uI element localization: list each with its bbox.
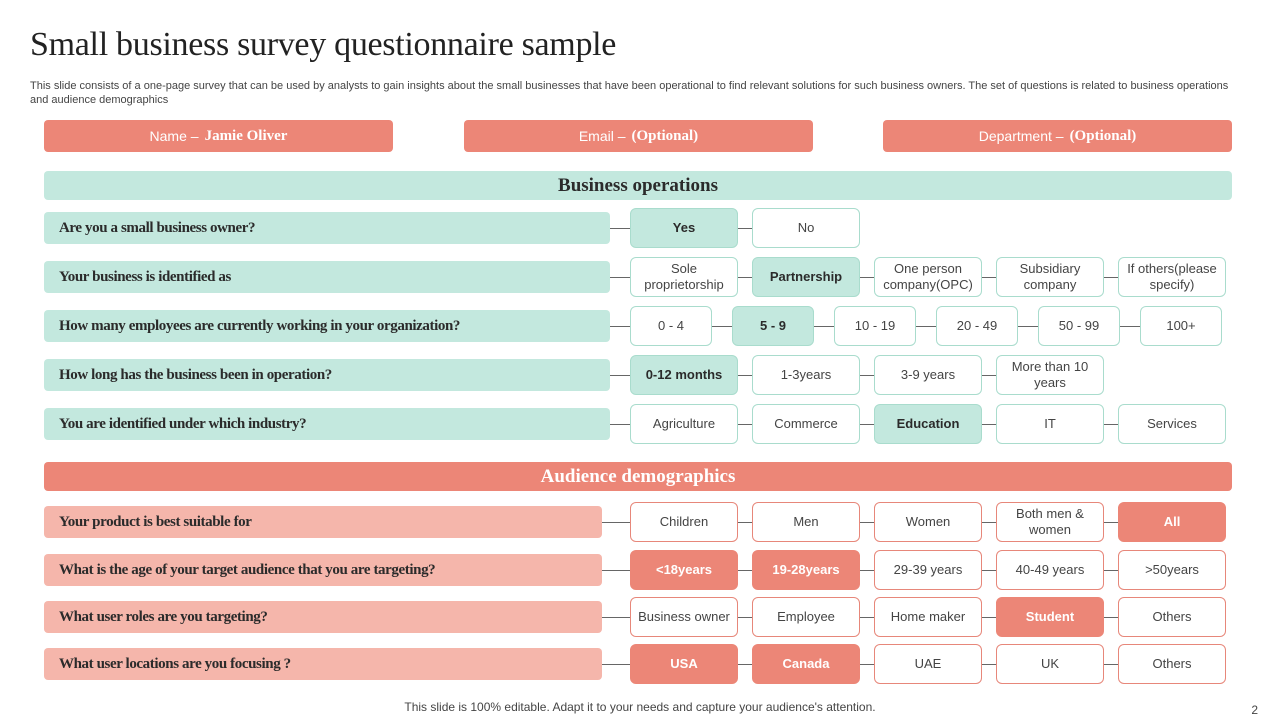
answer-option[interactable]: 0-12 months bbox=[630, 355, 738, 395]
business-operations-heading: Business operations bbox=[44, 171, 1232, 200]
answer-option[interactable]: If others(please specify) bbox=[1118, 257, 1226, 297]
answer-option[interactable]: Employee bbox=[752, 597, 860, 637]
answer-option[interactable]: UK bbox=[996, 644, 1104, 684]
email-field[interactable]: Email – (Optional) bbox=[464, 120, 813, 152]
answer-option[interactable]: 5 - 9 bbox=[732, 306, 814, 346]
answer-option[interactable]: Others bbox=[1118, 644, 1226, 684]
answer-option[interactable]: 1-3years bbox=[752, 355, 860, 395]
answer-option[interactable]: Both men & women bbox=[996, 502, 1104, 542]
answer-option[interactable]: Yes bbox=[630, 208, 738, 248]
question-text: What is the age of your target audience … bbox=[44, 554, 602, 586]
question-text: What user locations are you focusing ? bbox=[44, 648, 602, 680]
question-text: How many employees are currently working… bbox=[44, 310, 610, 342]
answer-option[interactable]: Subsidiary company bbox=[996, 257, 1104, 297]
question-text: Your product is best suitable for bbox=[44, 506, 602, 538]
answer-option[interactable]: Agriculture bbox=[630, 404, 738, 444]
answer-option[interactable]: Business owner bbox=[630, 597, 738, 637]
page-subtitle: This slide consists of a one-page survey… bbox=[30, 80, 1229, 106]
connector-line bbox=[610, 326, 1222, 327]
department-label: Department – bbox=[978, 128, 1064, 144]
answer-option[interactable]: Partnership bbox=[752, 257, 860, 297]
name-value: Jamie Oliver bbox=[204, 127, 288, 144]
email-label: Email – bbox=[578, 128, 626, 144]
answer-option[interactable]: All bbox=[1118, 502, 1226, 542]
name-label: Name – bbox=[149, 128, 199, 144]
answer-option[interactable]: More than 10 years bbox=[996, 355, 1104, 395]
answer-option[interactable]: No bbox=[752, 208, 860, 248]
department-value: (Optional) bbox=[1069, 127, 1137, 144]
answer-option[interactable]: Canada bbox=[752, 644, 860, 684]
name-field[interactable]: Name – Jamie Oliver bbox=[44, 120, 393, 152]
answer-option[interactable]: USA bbox=[630, 644, 738, 684]
answer-option[interactable]: Commerce bbox=[752, 404, 860, 444]
answer-option[interactable]: 50 - 99 bbox=[1038, 306, 1120, 346]
answer-option[interactable]: 20 - 49 bbox=[936, 306, 1018, 346]
answer-option[interactable]: Women bbox=[874, 502, 982, 542]
question-text: What user roles are you targeting? bbox=[44, 601, 602, 633]
question-text: Your business is identified as bbox=[44, 261, 610, 293]
answer-option[interactable]: 10 - 19 bbox=[834, 306, 916, 346]
answer-option[interactable]: Others bbox=[1118, 597, 1226, 637]
question-text: You are identified under which industry? bbox=[44, 408, 610, 440]
answer-option[interactable]: Home maker bbox=[874, 597, 982, 637]
question-text: How long has the business been in operat… bbox=[44, 359, 610, 391]
answer-option[interactable]: <18years bbox=[630, 550, 738, 590]
question-text: Are you a small business owner? bbox=[44, 212, 610, 244]
email-value: (Optional) bbox=[631, 127, 699, 144]
answer-option[interactable]: Services bbox=[1118, 404, 1226, 444]
answer-option[interactable]: Men bbox=[752, 502, 860, 542]
answer-option[interactable]: 19-28years bbox=[752, 550, 860, 590]
answer-option[interactable]: UAE bbox=[874, 644, 982, 684]
answer-option[interactable]: 3-9 years bbox=[874, 355, 982, 395]
footer-note: This slide is 100% editable. Adapt it to… bbox=[404, 700, 876, 714]
answer-option[interactable]: Sole proprietorship bbox=[630, 257, 738, 297]
answer-option[interactable]: 100+ bbox=[1140, 306, 1222, 346]
page-title: Small business survey questionnaire samp… bbox=[30, 26, 617, 63]
answer-option[interactable]: 40-49 years bbox=[996, 550, 1104, 590]
answer-option[interactable]: One person company(OPC) bbox=[874, 257, 982, 297]
answer-option[interactable]: 29-39 years bbox=[874, 550, 982, 590]
answer-option[interactable]: Children bbox=[630, 502, 738, 542]
page-number: 2 bbox=[1251, 703, 1258, 717]
answer-option[interactable]: >50years bbox=[1118, 550, 1226, 590]
answer-option[interactable]: 0 - 4 bbox=[630, 306, 712, 346]
answer-option[interactable]: IT bbox=[996, 404, 1104, 444]
answer-option[interactable]: Education bbox=[874, 404, 982, 444]
audience-demographics-heading: Audience demographics bbox=[44, 462, 1232, 491]
answer-option[interactable]: Student bbox=[996, 597, 1104, 637]
department-field[interactable]: Department – (Optional) bbox=[883, 120, 1232, 152]
